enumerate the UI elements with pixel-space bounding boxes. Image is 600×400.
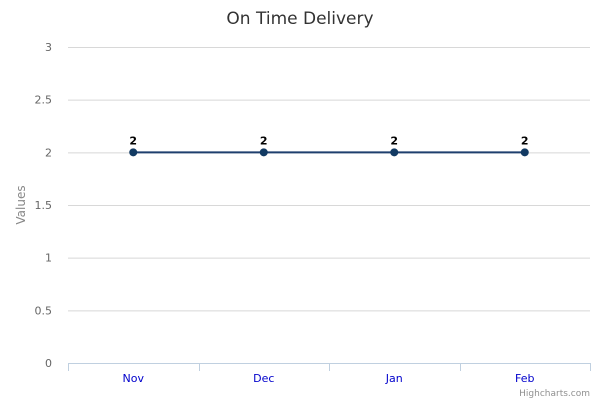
y-tick-label: 2.5 (35, 94, 53, 107)
chart-title: On Time Delivery (226, 9, 373, 29)
data-label: 2 (521, 134, 529, 147)
series-layer[interactable] (129, 148, 529, 157)
data-label: 2 (390, 134, 398, 147)
y-tick-label: 0 (45, 357, 52, 370)
x-axis: Nov Dec Jan Feb (68, 363, 591, 385)
x-tick-label[interactable]: Feb (515, 372, 534, 385)
x-tick-label[interactable]: Nov (123, 372, 145, 385)
data-labels: 2 2 2 2 (129, 134, 528, 147)
grid-lines (68, 47, 590, 312)
y-tick-label: 1 (45, 252, 52, 265)
data-label: 2 (260, 134, 268, 147)
y-tick-label: 0.5 (35, 304, 53, 317)
y-tick-label: 2 (45, 146, 52, 159)
y-tick-label: 1.5 (35, 199, 53, 212)
x-tick-label[interactable]: Jan (385, 372, 403, 385)
data-point[interactable] (520, 148, 529, 157)
y-tick-label: 3 (45, 41, 52, 54)
y-axis-ticks: 0 0.5 1 1.5 2 2.5 3 (35, 41, 53, 370)
y-axis-label: Values (14, 185, 28, 224)
data-point[interactable] (129, 148, 138, 157)
x-tick-label[interactable]: Dec (253, 372, 274, 385)
credit-link[interactable]: Highcharts.com (519, 389, 590, 399)
data-point[interactable] (390, 148, 399, 157)
data-label: 2 (129, 134, 137, 147)
data-point[interactable] (259, 148, 268, 157)
